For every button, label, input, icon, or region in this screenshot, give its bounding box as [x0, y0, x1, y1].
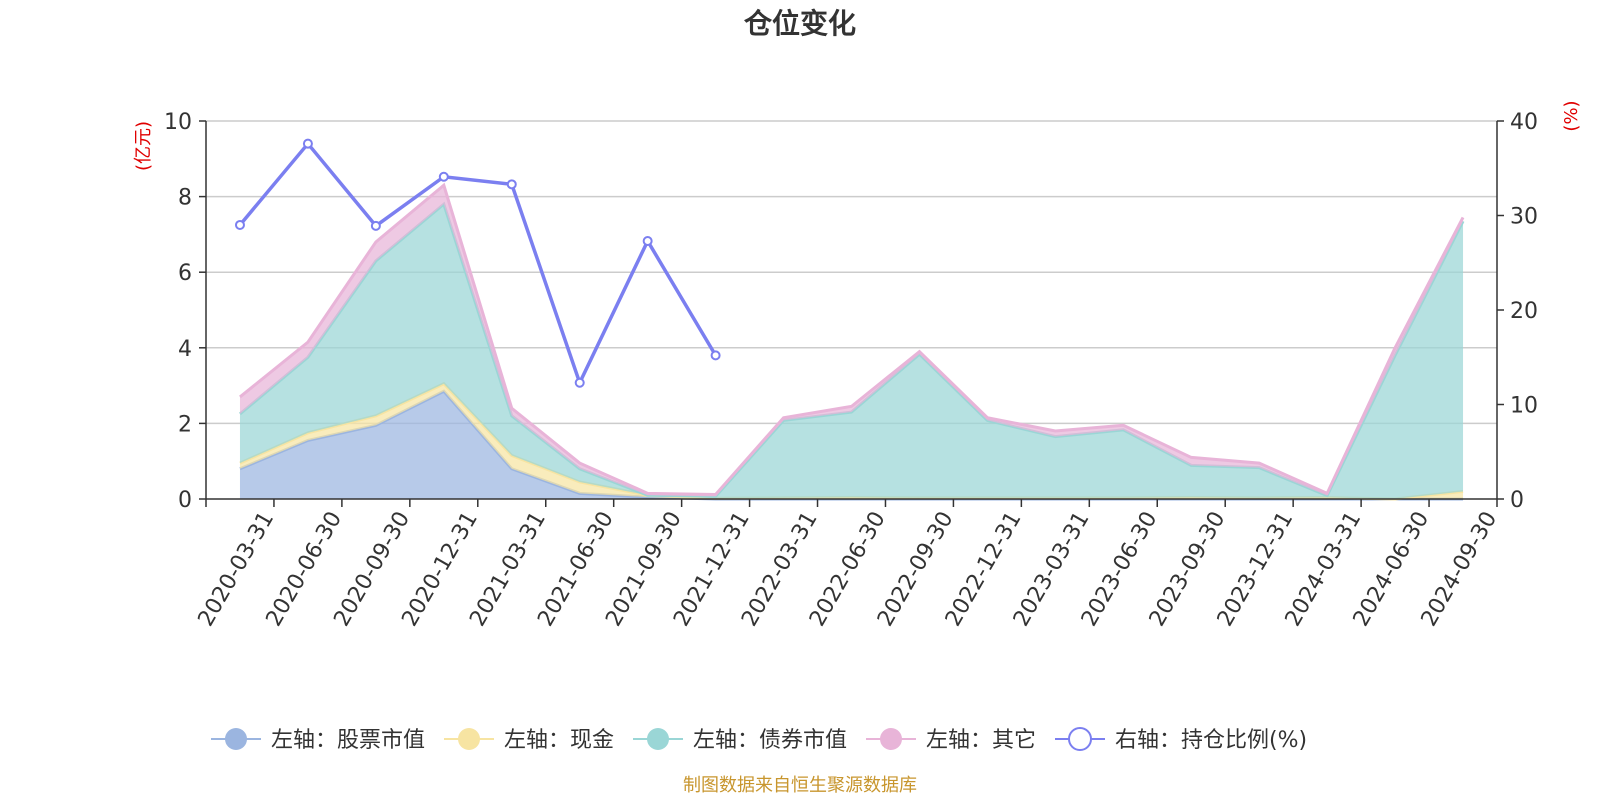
- ratio-point: [370, 220, 381, 231]
- right-tick-label: 20: [1510, 299, 1538, 324]
- left-tick-label: 0: [178, 488, 192, 513]
- left-tick-label: 6: [178, 261, 192, 286]
- legend-marker: [458, 728, 480, 750]
- legend: 左轴：股票市值 左轴：现金 左轴：债券市值 左轴：其它 右轴：持仓比例(%): [211, 727, 1307, 753]
- position-ratio-line: [234, 138, 721, 388]
- legend-marker: [647, 728, 669, 750]
- legend-label: 左轴：债券市值: [693, 728, 847, 753]
- ratio-point: [642, 236, 653, 247]
- legend-item[interactable]: 左轴：股票市值: [211, 728, 425, 753]
- legend-label: 左轴：现金: [504, 728, 614, 753]
- legend-marker: [880, 728, 902, 750]
- legend-item[interactable]: 右轴：持仓比例(%): [1055, 727, 1307, 753]
- legend-label: 左轴：股票市值: [271, 728, 425, 753]
- left-tick-label: 10: [164, 110, 192, 135]
- left-axis-unit: (亿元): [133, 121, 154, 171]
- area-1: [239, 391, 1464, 499]
- ratio-line-path: [238, 140, 718, 388]
- left-tick-label: 4: [178, 337, 192, 362]
- chart-title: 仓位变化: [744, 7, 856, 40]
- right-axis-unit: (%): [1561, 100, 1582, 131]
- legend-item[interactable]: 左轴：债券市值: [633, 728, 847, 753]
- stacked-areas: [239, 182, 1465, 501]
- legend-label: 左轴：其它: [926, 728, 1036, 753]
- ratio-point: [234, 219, 245, 230]
- left-tick-label: 8: [178, 186, 192, 211]
- legend-label: 右轴：持仓比例(%): [1115, 728, 1307, 753]
- legend-item[interactable]: 左轴：现金: [444, 728, 614, 753]
- ratio-point: [574, 377, 585, 388]
- ratio-point: [710, 350, 721, 361]
- area-edge-4: [239, 182, 1465, 496]
- right-tick-label: 30: [1510, 205, 1538, 230]
- right-tick-label: 40: [1510, 110, 1538, 135]
- ratio-point: [438, 171, 449, 182]
- right-tick-label: 10: [1510, 394, 1538, 419]
- right-tick-label: 0: [1510, 488, 1524, 513]
- ratio-point: [506, 179, 517, 190]
- ratio-point: [302, 138, 313, 149]
- legend-marker: [1068, 727, 1092, 751]
- legend-item[interactable]: 左轴：其它: [866, 728, 1036, 753]
- left-tick-label: 2: [178, 412, 192, 437]
- data-source-footer: 制图数据来自恒生聚源数据库: [683, 775, 917, 796]
- legend-marker: [225, 728, 247, 750]
